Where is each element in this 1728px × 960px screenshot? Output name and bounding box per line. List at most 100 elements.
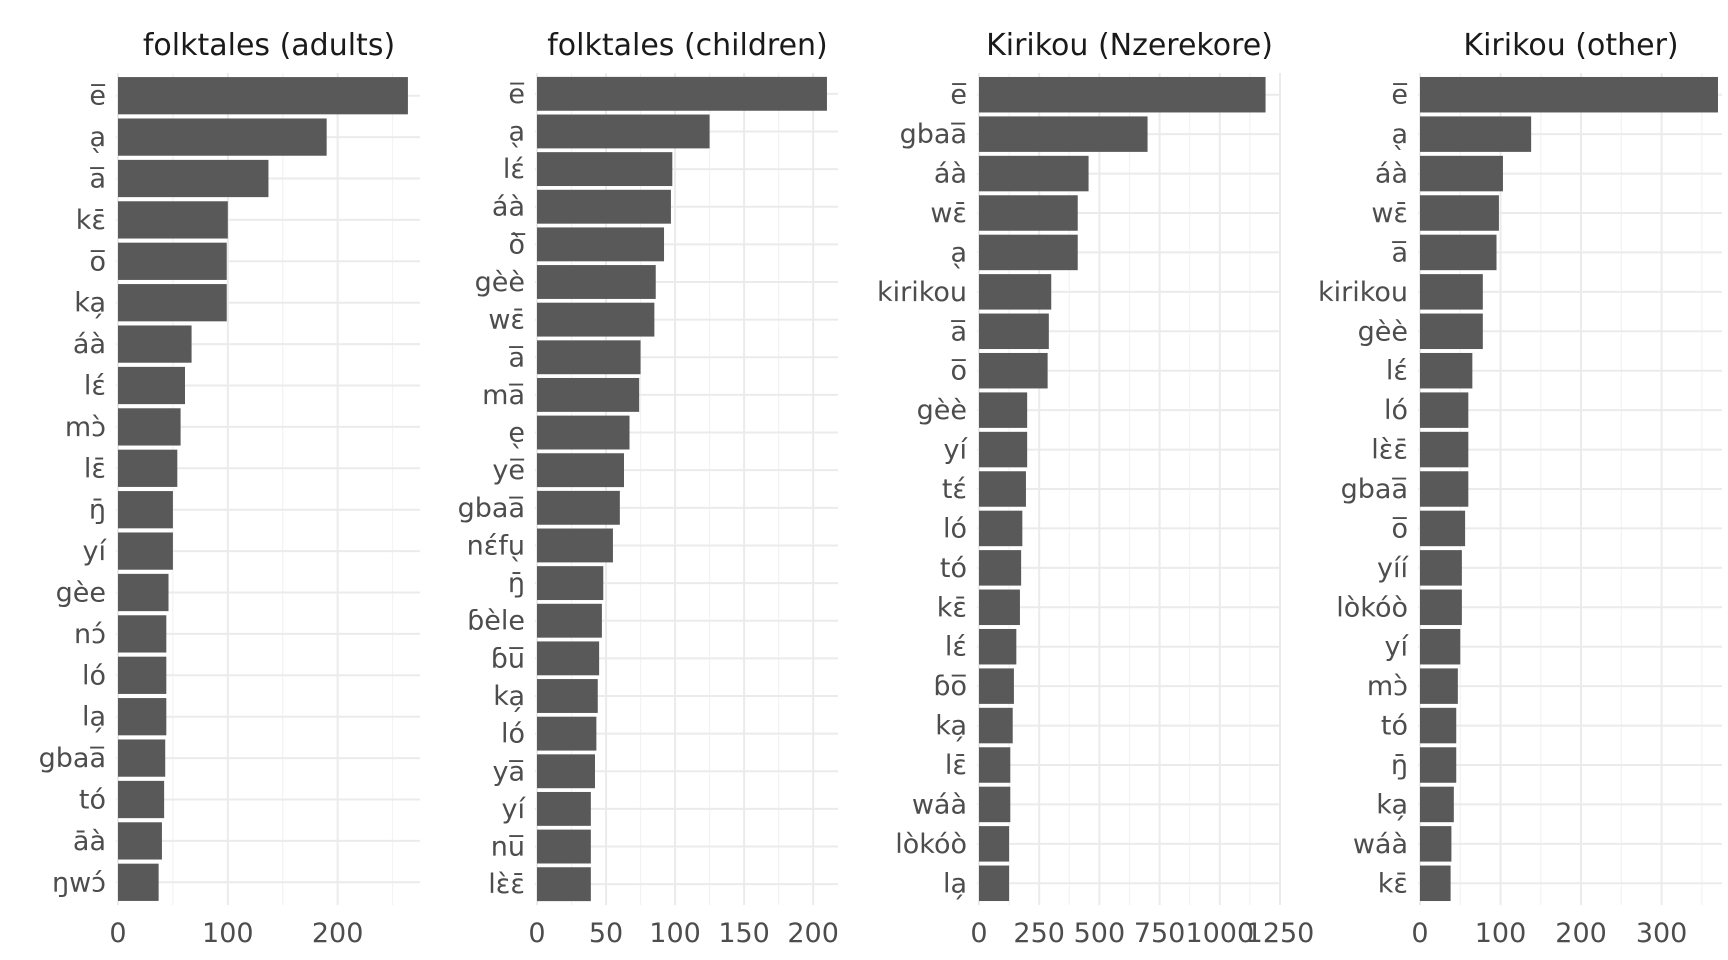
category-label: wɛ̄ [1371, 198, 1408, 229]
category-label: lɛ́ [84, 371, 106, 402]
category-label: la̗ [82, 702, 106, 733]
bar [1420, 826, 1452, 862]
bar [979, 707, 1013, 744]
x-tick-label: 750 [1134, 918, 1186, 949]
bar [1420, 76, 1718, 113]
bar [1420, 628, 1461, 665]
x-tick-label: 100 [202, 918, 254, 949]
category-label: kɛ̄ [1378, 868, 1408, 899]
category-label: a̅ [950, 316, 967, 347]
category-label: gbaa̅ [900, 119, 967, 150]
category-label: e̅ [950, 80, 967, 111]
category-label: áà [1375, 159, 1408, 190]
x-tick-label: 300 [1636, 918, 1688, 949]
bar [1420, 668, 1458, 704]
bar [1420, 471, 1469, 507]
category-label: ka̗ [1376, 789, 1408, 820]
bar [537, 340, 641, 375]
category-label: o̅ [1391, 513, 1408, 544]
category-label: ló [82, 660, 106, 691]
category-label: ɓu̅ [491, 643, 525, 674]
bar [1420, 116, 1532, 152]
bar [118, 366, 185, 405]
category-label: lɛ̀ɛ̄ [1371, 435, 1408, 466]
category-label: mɔ̀ [65, 412, 106, 443]
bar [537, 114, 710, 149]
category-label: gèe [56, 578, 106, 609]
category-label: a̖ [950, 237, 967, 268]
bar [118, 698, 167, 736]
x-tick-label: 50 [589, 918, 623, 949]
x-tick-label: 250 [1013, 918, 1065, 949]
bar [1420, 313, 1483, 350]
bar [118, 656, 167, 694]
bar [537, 716, 597, 751]
category-label: ka̗ [935, 711, 967, 742]
bar [118, 77, 408, 115]
bar [979, 826, 1010, 862]
category-label: gbaa̅ [39, 743, 106, 774]
category-label: lɛ́ [1386, 356, 1408, 387]
bar [979, 234, 1078, 271]
x-tick-label: 0 [970, 918, 987, 949]
category-label: wɛ̄ [930, 198, 967, 229]
category-label: gèè [475, 267, 525, 298]
bar [979, 747, 1011, 783]
x-tick-label: 100 [1475, 918, 1527, 949]
bar [537, 791, 591, 826]
category-label: ò̅ [508, 229, 526, 260]
category-label: nɛ́fu̖ [467, 530, 525, 561]
category-label: nɔ́ [74, 619, 106, 650]
category-label: e̅ [508, 79, 525, 110]
category-label: a̖ [89, 122, 106, 153]
category-label: āà [73, 826, 106, 857]
panel-4: e̅ a̖ áà wɛ̄ a̅ kirikou gèè lɛ́ ló lɛ̀ɛ̄ gbaa̅ o̅ yí… [1318, 28, 1722, 949]
category-label: a̅ [1391, 237, 1408, 268]
bar [1420, 747, 1457, 783]
category-label: áà [934, 159, 967, 190]
bar [979, 786, 1011, 823]
category-label: ya̅ [492, 756, 525, 787]
panel-3: e̅ gbaa̅ áà wɛ̄ a̖ kirikou a̅ o̅ gèè yí tɛ́ ló tó kɛ̄… [877, 28, 1314, 949]
bar [118, 325, 192, 363]
bar [1420, 589, 1462, 626]
x-tick-label: 0 [1411, 918, 1428, 949]
panel-title: Kirikou (Nzerekore) [986, 28, 1273, 63]
bar [1420, 392, 1469, 428]
bar [537, 603, 602, 638]
bar [537, 189, 671, 224]
bar [118, 573, 169, 612]
bar [1420, 195, 1499, 231]
category-label: ló [1384, 395, 1408, 426]
category-label: yí [1385, 632, 1410, 663]
category-label: lòkóò [1336, 592, 1408, 623]
category-label: lɛ́ [503, 154, 525, 185]
bar [1420, 431, 1469, 468]
bar [537, 265, 656, 299]
category-label: lɛ̄ [945, 750, 967, 781]
bar [118, 201, 228, 239]
category-label: kɛ̄ [76, 205, 106, 236]
bar [537, 377, 640, 412]
category-label: wáà [1353, 829, 1408, 860]
bar [537, 490, 620, 525]
x-tick-label: 150 [718, 918, 770, 949]
bar [118, 822, 162, 860]
bar [1420, 352, 1473, 389]
category-label: gèè [1358, 316, 1408, 347]
category-label: ɓo̅ [933, 671, 967, 702]
bar [118, 491, 173, 529]
bar [118, 284, 227, 322]
bar [537, 679, 598, 713]
bar [979, 392, 1028, 428]
bar [1420, 510, 1466, 547]
bar [118, 159, 269, 198]
category-label: wáà [912, 789, 967, 820]
bar [1420, 155, 1503, 192]
bar [979, 668, 1014, 704]
bar [1420, 865, 1451, 902]
category-label: yí [83, 536, 108, 567]
category-label: e̅ [1391, 80, 1408, 111]
bar [118, 863, 159, 901]
